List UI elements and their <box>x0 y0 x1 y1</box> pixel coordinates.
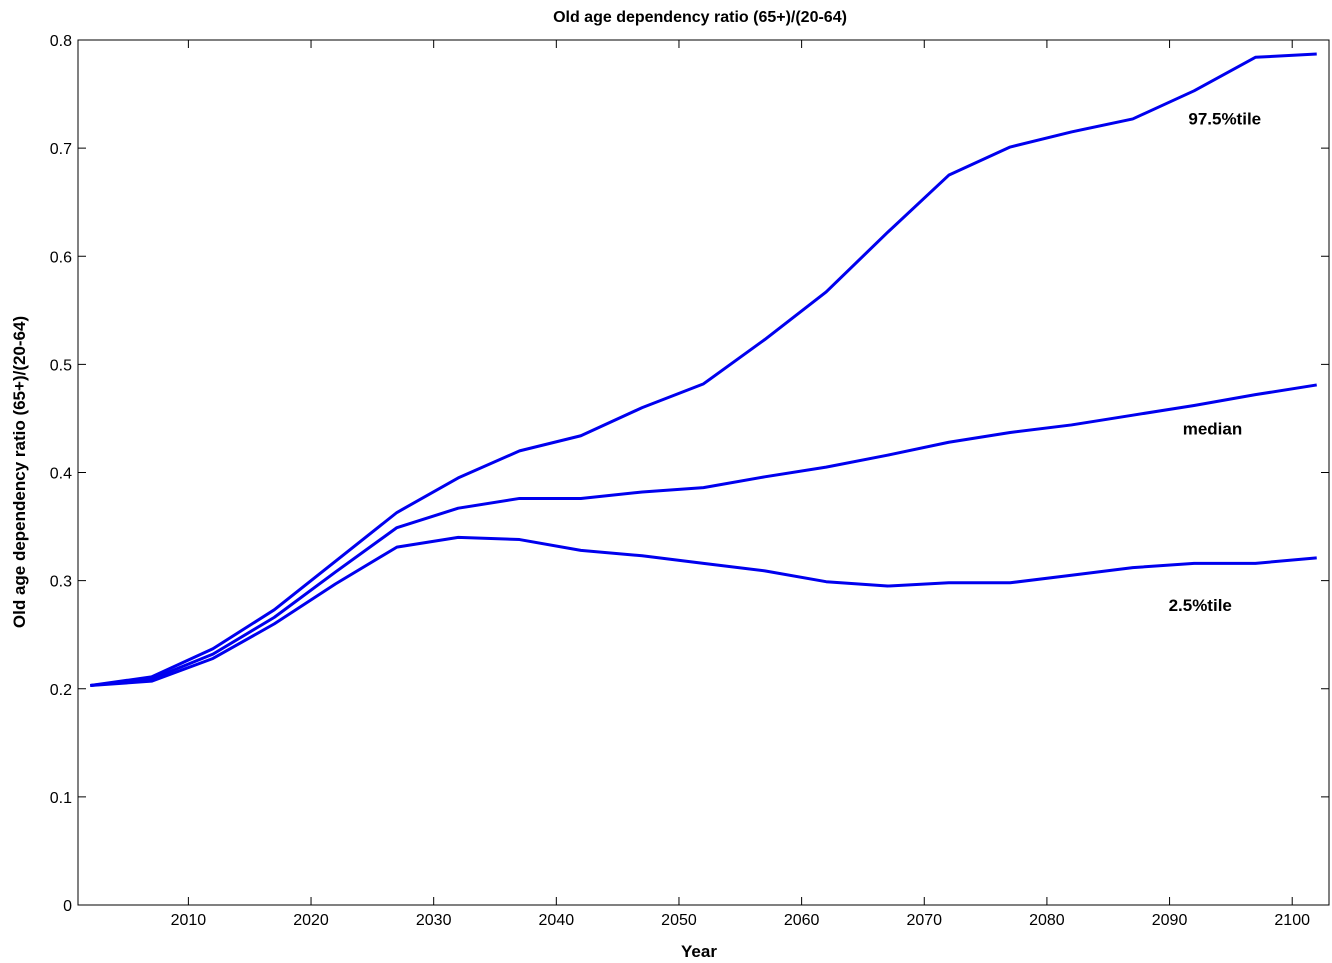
line-annotations: 97.5%tile median 2.5%tile <box>1169 109 1262 615</box>
chart-title: Old age dependency ratio (65+)/(20-64) <box>553 9 847 26</box>
x-tick-label: 2060 <box>784 912 820 929</box>
label-97-5-percentile: 97.5%tile <box>1188 109 1261 128</box>
y-tick-label: 0 <box>63 898 72 915</box>
y-axis-title: Old age dependency ratio (65+)/(20-64) <box>10 316 29 628</box>
x-tick-label: 2030 <box>416 912 452 929</box>
y-tick-label: 0.6 <box>50 249 72 266</box>
y-tick-label: 0.2 <box>50 682 72 699</box>
label-median: median <box>1183 420 1243 439</box>
x-tick-label: 2010 <box>171 912 207 929</box>
series-lines <box>90 52 1317 688</box>
axis-ticks: 2010 2020 2030 2040 2050 2060 2070 2080 2090 2100… <box>50 33 1329 929</box>
x-tick-label: 2090 <box>1152 912 1188 929</box>
y-tick-label: 0.4 <box>50 466 72 483</box>
x-tick-label: 2080 <box>1029 912 1065 929</box>
x-tick-label: 2070 <box>906 912 942 929</box>
series-line-97-5-percentile <box>90 52 1317 687</box>
y-tick-label: 0.7 <box>50 141 72 158</box>
x-tick-label: 2020 <box>293 912 329 929</box>
y-tick-label: 0.8 <box>50 33 72 50</box>
x-tick-label: 2040 <box>539 912 575 929</box>
series-line-median <box>90 383 1317 688</box>
plot-area <box>77 39 1330 906</box>
x-tick-label: 2100 <box>1274 912 1310 929</box>
y-tick-label: 0.1 <box>50 790 72 807</box>
y-tick-label: 0.5 <box>50 357 72 374</box>
x-axis-title: Year <box>681 942 717 961</box>
series-line-2-5-percentile <box>90 535 1317 688</box>
x-tick-label: 2050 <box>661 912 697 929</box>
y-tick-label: 0.3 <box>50 574 72 591</box>
label-2-5-percentile: 2.5%tile <box>1169 596 1232 615</box>
